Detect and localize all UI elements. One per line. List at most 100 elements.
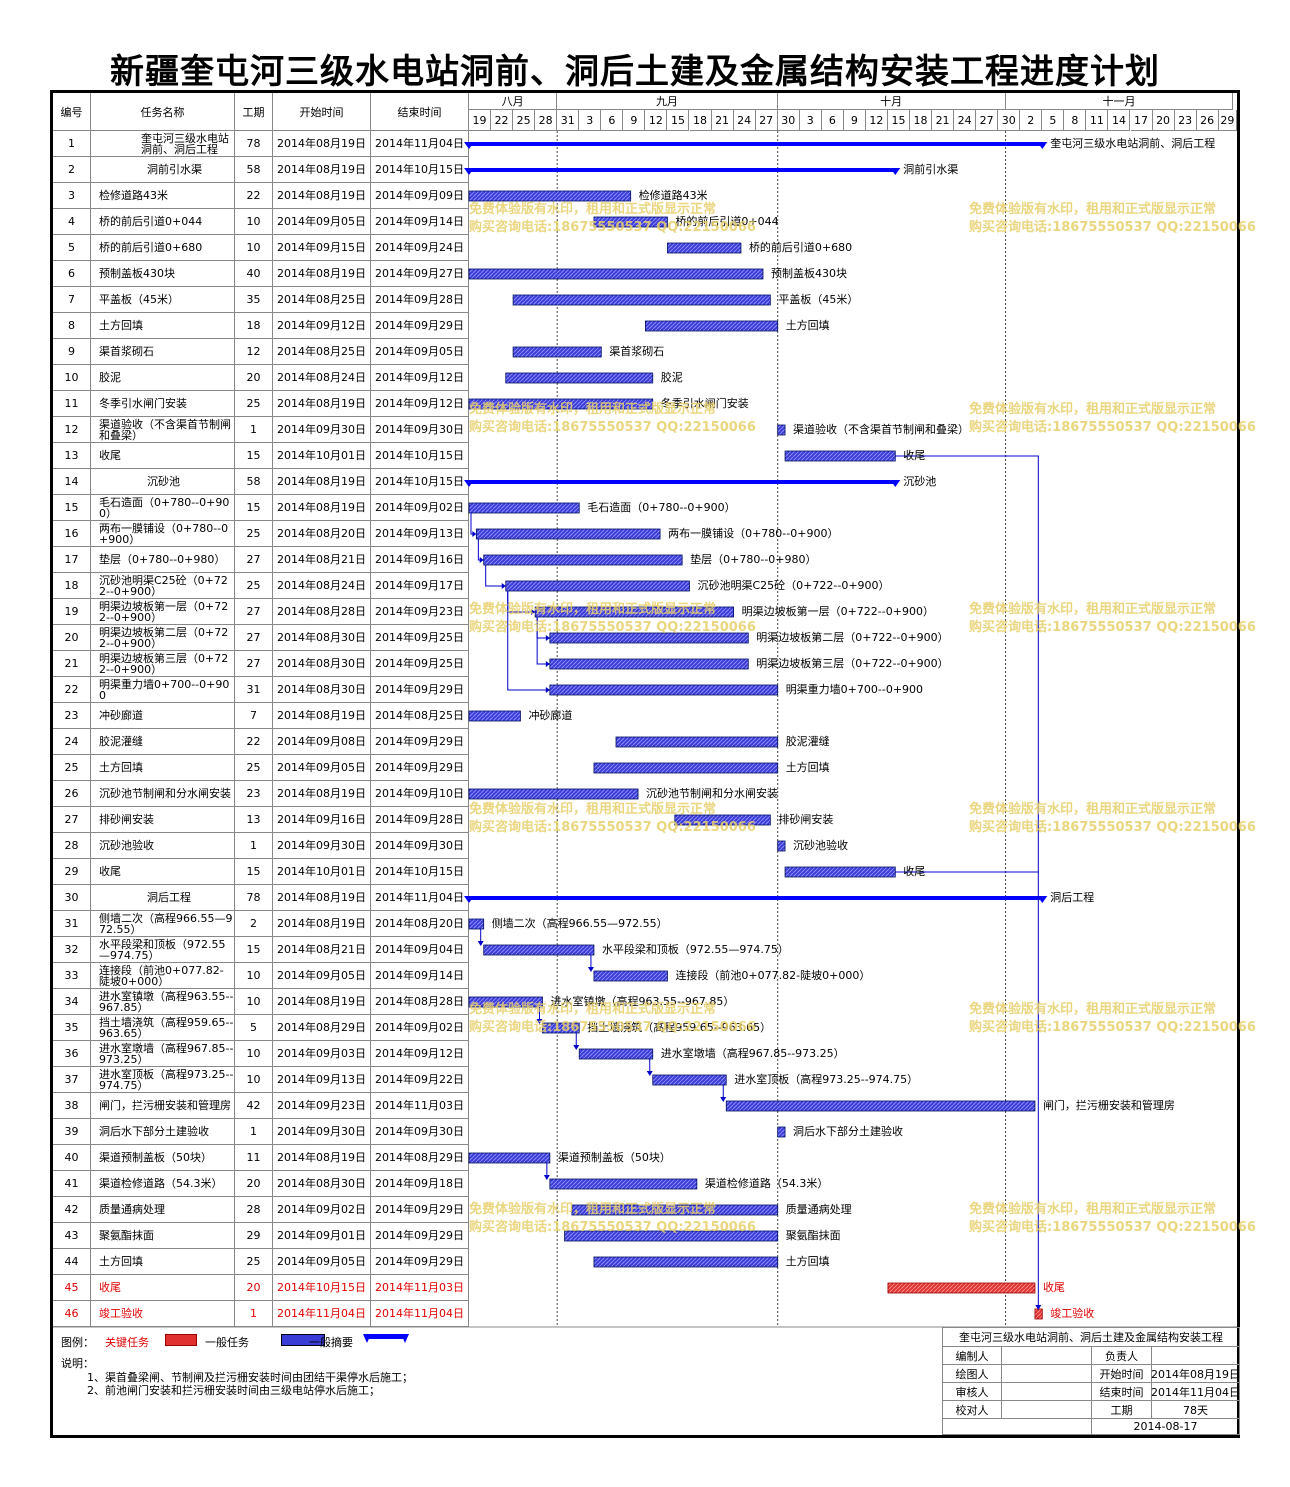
- tb-project: 奎屯河三级水电站洞前、洞后土建及金属结构安装工程: [942, 1327, 1240, 1347]
- task-duration: 22: [235, 729, 273, 755]
- task-duration: 20: [235, 365, 273, 391]
- task-end: 2014年09月05日: [371, 339, 469, 365]
- task-bar-label: 桥的前后引道0+044: [675, 215, 779, 228]
- tb-start-value: 2014年08月19日: [1151, 1365, 1240, 1383]
- task-start: 2014年08月28日: [273, 599, 371, 625]
- task-bar: [468, 502, 580, 514]
- task-duration: 15: [235, 859, 273, 885]
- task-bar-label: 胶泥灌缝: [785, 735, 830, 748]
- task-number: 42: [53, 1197, 91, 1223]
- task-bar: [784, 866, 896, 878]
- task-bar: [674, 814, 771, 826]
- dependency-arrow: [545, 635, 550, 641]
- task-start: 2014年08月19日: [273, 131, 371, 157]
- watermark-line-1: 免费体验版有水印，租用和正式版显示正常: [969, 402, 1217, 417]
- day-header: 30: [998, 110, 1021, 131]
- day-header: 30: [777, 110, 800, 131]
- watermark-line-2: 购买咨询电话:18675550537 QQ:22150066: [969, 220, 1256, 235]
- task-bar: [549, 1178, 698, 1190]
- watermark-line-2: 购买咨询电话:18675550537 QQ:22150066: [969, 420, 1256, 435]
- watermark: 免费体验版有水印，租用和正式版显示正常 购买咨询电话:18675550537 QQ…: [969, 1001, 1256, 1037]
- task-bar-label: 土方回填: [785, 319, 830, 332]
- task-duration: 78: [235, 131, 273, 157]
- task-name: 收尾: [91, 1275, 235, 1301]
- day-header: 31: [557, 110, 580, 131]
- day-header: 24: [954, 110, 977, 131]
- dependency-link: [485, 565, 506, 587]
- task-duration: 23: [235, 781, 273, 807]
- day-header: 17: [1130, 110, 1153, 131]
- task-number: 29: [53, 859, 91, 885]
- task-end: 2014年09月30日: [371, 417, 469, 443]
- month-header: 九月: [557, 93, 778, 110]
- dependency-arrow: [477, 941, 484, 946]
- task-bar-label: 洞前引水渠: [903, 163, 959, 176]
- task-number: 25: [53, 755, 91, 781]
- task-name: 明渠边坡板第二层（0+722--0+900）: [91, 625, 235, 651]
- day-header: 9: [623, 110, 646, 131]
- task-bar-label: 渠道检修道路（54.3米）: [704, 1177, 829, 1190]
- task-bar: [512, 294, 771, 306]
- tb-drawer-value: [1002, 1365, 1092, 1383]
- task-start: 2014年09月30日: [273, 833, 371, 859]
- task-duration: 31: [235, 677, 273, 703]
- task-bar-label: 毛石造面（0+780--0+900）: [587, 501, 736, 514]
- task-duration: 1: [235, 417, 273, 443]
- task-bar-label: 明渠边坡板第一层（0+722--0+900）: [741, 605, 934, 618]
- day-header: 19: [469, 110, 492, 131]
- tb-date: 2014-08-17: [1092, 1419, 1240, 1435]
- task-end: 2014年09月12日: [371, 365, 469, 391]
- task-duration: 58: [235, 469, 273, 495]
- task-bar-label: 进水室顶板（高程973.25--974.75）: [734, 1073, 919, 1086]
- task-end: 2014年09月09日: [371, 183, 469, 209]
- task-start: 2014年09月23日: [273, 1093, 371, 1119]
- dependency-arrow: [479, 557, 484, 563]
- task-end: 2014年09月29日: [371, 677, 469, 703]
- task-name: 渠首浆砌石: [91, 339, 235, 365]
- legend-normal-label: 一般任务: [205, 1336, 249, 1349]
- task-bar-label: 桥的前后引道0+680: [748, 241, 853, 254]
- task-number: 6: [53, 261, 91, 287]
- day-header: 27: [755, 110, 778, 131]
- day-header: 6: [601, 110, 624, 131]
- task-number: 7: [53, 287, 91, 313]
- summary-bar: [469, 168, 896, 172]
- task-duration: 13: [235, 807, 273, 833]
- task-end: 2014年11月03日: [371, 1275, 469, 1301]
- task-bar: [652, 1074, 727, 1086]
- task-start: 2014年08月20日: [273, 521, 371, 547]
- task-bar-label: 侧墙二次（高程966.55—972.55）: [491, 917, 668, 930]
- task-end: 2014年09月10日: [371, 781, 469, 807]
- task-duration: 27: [235, 625, 273, 651]
- task-duration: 35: [235, 287, 273, 313]
- summary-bar: [469, 480, 896, 484]
- task-number: 20: [53, 625, 91, 651]
- task-bar-label: 奎屯河三级水电站洞前、洞后工程: [1050, 137, 1216, 150]
- task-name: 垫层（0+780--0+980）: [91, 547, 235, 573]
- task-bar-label: 进水室镇墩（高程963.55--967.85）: [550, 995, 735, 1008]
- dependency-arrow: [587, 967, 594, 972]
- task-duration: 25: [235, 1249, 273, 1275]
- task-name: 洞后工程: [91, 885, 235, 911]
- task-bar-label: 排砂闸安装: [778, 813, 834, 826]
- task-name: 渠道验收（不含渠首节制闸和叠梁）: [91, 417, 235, 443]
- tb-owner-label: 负责人: [1092, 1347, 1152, 1365]
- task-bar: [777, 840, 786, 852]
- summary-bar-end-marker: [1037, 896, 1048, 903]
- task-start: 2014年08月30日: [273, 1171, 371, 1197]
- watermark-line-1: 免费体验版有水印，租用和正式版显示正常: [469, 1002, 717, 1017]
- task-end: 2014年09月27日: [371, 261, 469, 287]
- task-end: 2014年08月20日: [371, 911, 469, 937]
- dependency-arrow: [531, 609, 536, 615]
- task-duration: 28: [235, 1197, 273, 1223]
- task-end: 2014年09月02日: [371, 1015, 469, 1041]
- task-bar-label: 渠道验收（不含渠首节制闸和叠梁）: [793, 423, 970, 436]
- task-number: 15: [53, 495, 91, 521]
- task-start: 2014年08月19日: [273, 157, 371, 183]
- day-header: 28: [535, 110, 558, 131]
- task-duration: 5: [235, 1015, 273, 1041]
- dependency-arrow: [501, 583, 506, 589]
- task-bar: [667, 242, 742, 254]
- day-header: 14: [1108, 110, 1131, 131]
- task-name: 收尾: [91, 859, 235, 885]
